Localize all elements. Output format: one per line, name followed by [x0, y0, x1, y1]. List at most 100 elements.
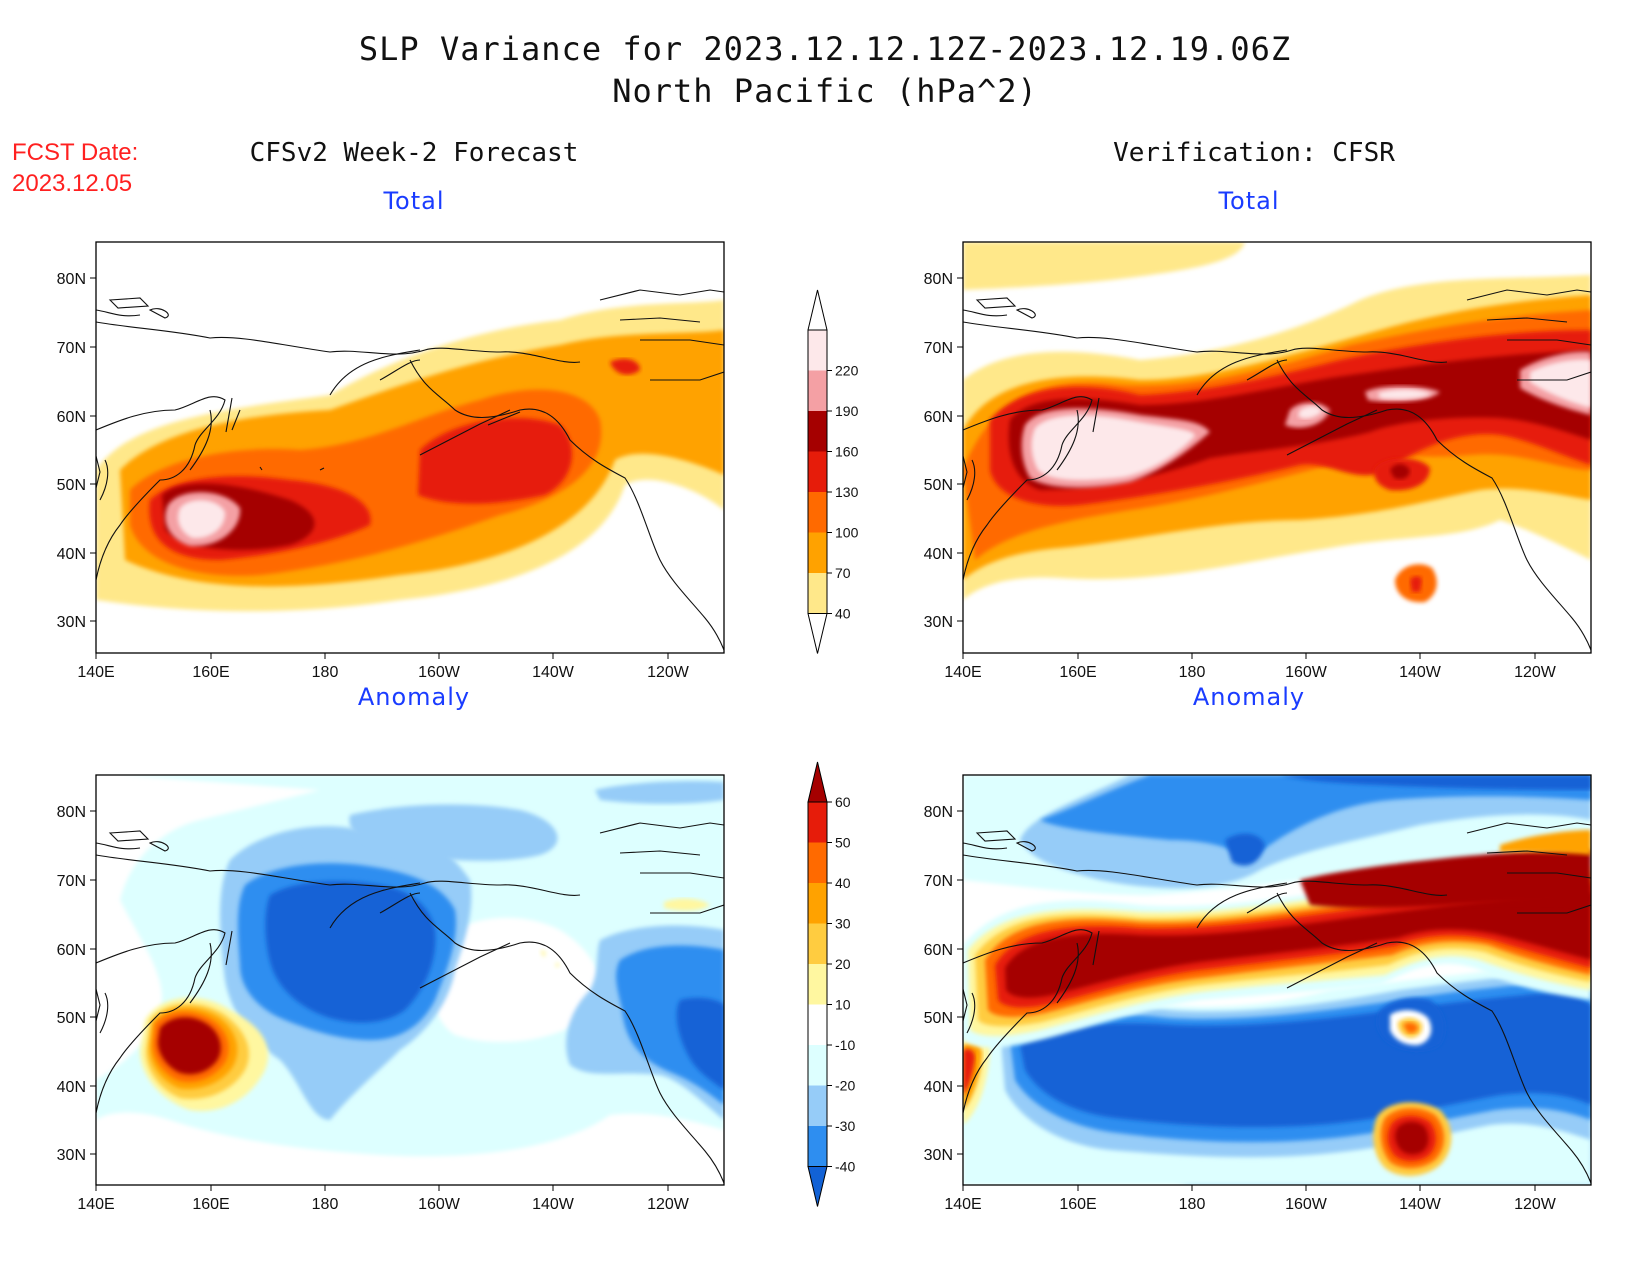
plot-title-line-1: SLP Variance for 2023.12.12.12Z-2023.12.…	[358, 30, 1292, 68]
forecast-date-block: FCST Date: 2023.12.05	[12, 137, 138, 199]
colorbar-anomaly-swatch	[808, 1126, 827, 1167]
colorbar-total-swatch	[808, 532, 827, 573]
colorbar-anomaly-swatch	[808, 1045, 827, 1086]
coastlines	[96, 289, 724, 651]
lon-tick-label: 120W	[647, 664, 690, 681]
colorbar-anomaly-swatch	[808, 842, 827, 883]
lat-tick-label: 30N	[924, 1147, 953, 1164]
lat-tick-label: 30N	[924, 614, 953, 631]
colorbar-anomaly-swatch	[808, 923, 827, 964]
colorbar-anomaly-label: 50	[835, 835, 851, 851]
lon-tick-label: 120W	[647, 1196, 690, 1213]
lon-tick-label: 140E	[77, 664, 114, 681]
lon-tick-label: 140E	[77, 1196, 114, 1213]
lat-tick-label: 70N	[924, 340, 953, 357]
colorbar-total-label: 40	[835, 606, 851, 622]
lat-tick-label: 50N	[57, 1010, 86, 1027]
colorbar-anomaly-label: 20	[835, 956, 851, 972]
colorbar-anomaly-label: -10	[835, 1037, 855, 1053]
map-panel-verification-anomaly	[962, 774, 1592, 1186]
colorbar-total-label: 220	[835, 363, 859, 379]
lon-tick-label: 160E	[192, 664, 229, 681]
colorbar-anomaly-bottom-triangle	[807, 1166, 828, 1207]
lat-tick-label: 50N	[924, 1010, 953, 1027]
variance-shading	[96, 300, 724, 612]
colorbar-anomaly-swatch	[808, 883, 827, 924]
lon-tick-label: 180	[312, 1196, 339, 1213]
lat-tick-label: 30N	[57, 1147, 86, 1164]
colorbar-total-swatch	[808, 492, 827, 533]
colorbar-anomaly-label: 10	[835, 997, 851, 1013]
plot-title-line-2: North Pacific (hPa^2)	[612, 72, 1038, 110]
lat-tick-label: 70N	[57, 873, 86, 890]
forecast-anomaly-subtitle: Anomaly	[357, 683, 471, 711]
forecast-total-subtitle: Total	[383, 187, 445, 215]
colorbar-total-label: 160	[835, 444, 859, 460]
lon-tick-label: 140W	[1399, 1196, 1442, 1213]
colorbar-total-bottom-triangle	[807, 613, 828, 654]
right-column-title: Verification: CFSR	[1113, 138, 1395, 168]
verification-anomaly-subtitle: Anomaly	[1192, 683, 1306, 711]
anomaly-shading	[96, 775, 724, 1157]
lon-tick-label: 160E	[1059, 1196, 1096, 1213]
verification-total-subtitle: Total	[1218, 187, 1280, 215]
coastlines	[96, 822, 724, 1184]
lon-tick-label: 140W	[532, 1196, 575, 1213]
colorbar-total-swatch	[808, 330, 827, 371]
lon-tick-label: 140E	[944, 1196, 981, 1213]
colorbar-total-label: 70	[835, 565, 851, 581]
colorbar-anomaly-label: -30	[835, 1118, 855, 1134]
colorbar-anomaly-swatch	[808, 964, 827, 1005]
coastlines	[963, 822, 1591, 1184]
lon-tick-label: 160W	[418, 664, 461, 681]
lat-tick-label: 40N	[57, 546, 86, 563]
lon-tick-label: 160W	[1285, 1196, 1328, 1213]
colorbar-total-swatch	[808, 411, 827, 452]
lat-tick-label: 80N	[57, 804, 86, 821]
lat-tick-label: 60N	[57, 409, 86, 426]
colorbar-total-swatch	[808, 573, 827, 614]
colorbar-anomaly-label: 30	[835, 916, 851, 932]
colorbar-anomaly-label: -40	[835, 1159, 855, 1175]
colorbar-anomaly-frame	[807, 801, 828, 1167]
lon-tick-label: 160W	[1285, 664, 1328, 681]
lat-tick-label: 80N	[924, 271, 953, 288]
map-frame	[962, 241, 1592, 654]
lon-tick-label: 140W	[1399, 664, 1442, 681]
map-panel-forecast-anomaly	[95, 774, 725, 1186]
variance-shading	[963, 242, 1591, 603]
coastlines	[963, 289, 1591, 651]
forecast-date-value: 2023.12.05	[12, 170, 133, 197]
colorbar-anomaly-swatch	[808, 802, 827, 843]
map-frame	[962, 774, 1592, 1186]
colorbar-anomaly-swatch	[808, 1085, 827, 1126]
lon-tick-label: 120W	[1514, 664, 1557, 681]
colorbar-anomaly-swatch	[808, 1004, 827, 1045]
lon-tick-label: 180	[312, 664, 339, 681]
lon-tick-label: 120W	[1514, 1196, 1557, 1213]
map-frame	[95, 241, 725, 654]
left-column-title: CFSv2 Week-2 Forecast	[249, 138, 579, 168]
lat-tick-label: 70N	[924, 873, 953, 890]
map-panel-verification-total	[962, 241, 1592, 654]
colorbar-total: 40 70 100 130 160 190 220	[807, 289, 859, 654]
colorbar-anomaly: -40 -30 -20 -10 10 20 30 40 50 60	[807, 761, 855, 1207]
lat-tick-label: 50N	[57, 477, 86, 494]
colorbar-anomaly-label: -20	[835, 1078, 855, 1094]
lon-tick-label: 160W	[418, 1196, 461, 1213]
colorbar-total-swatch	[808, 451, 827, 492]
lon-tick-label: 180	[1179, 664, 1206, 681]
anomaly-shading	[963, 775, 1591, 1185]
lat-tick-label: 50N	[924, 477, 953, 494]
lat-tick-label: 40N	[924, 546, 953, 563]
colorbar-anomaly-top-triangle	[807, 761, 828, 803]
colorbar-total-swatch	[808, 370, 827, 411]
colorbar-anomaly-label: 40	[835, 875, 851, 891]
lat-tick-label: 60N	[57, 942, 86, 959]
colorbar-total-label: 190	[835, 403, 859, 419]
lon-tick-label: 140E	[944, 664, 981, 681]
lat-tick-label: 60N	[924, 409, 953, 426]
colorbar-total-label: 100	[835, 525, 859, 541]
colorbar-total-frame	[807, 329, 828, 614]
